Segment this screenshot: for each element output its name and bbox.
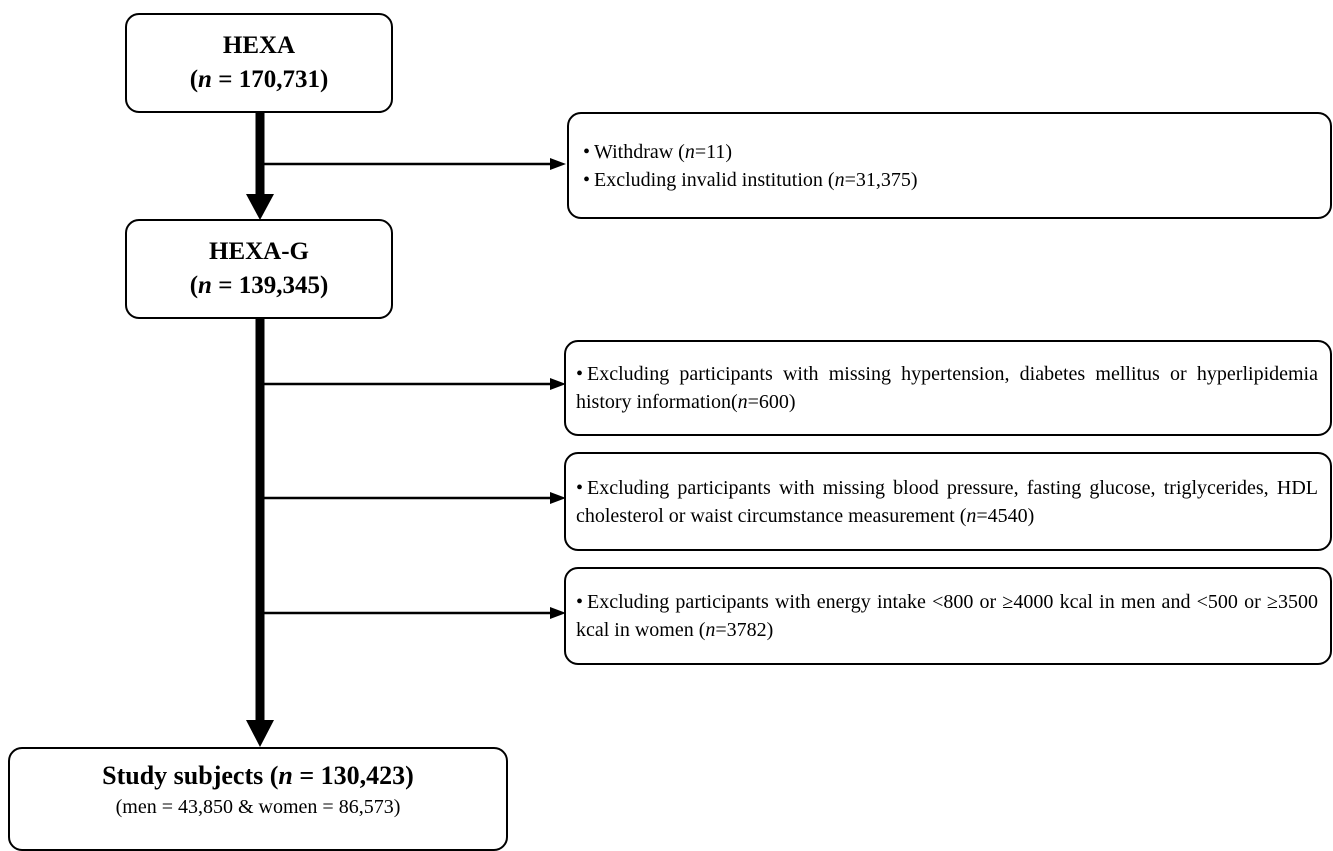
side-arrowhead-2: [550, 378, 566, 390]
exclusion-history-text: • Excluding participants with missing hyp…: [576, 360, 1318, 416]
trunk-arrowhead-1: [246, 194, 274, 220]
hexa-g-count-n: n: [198, 272, 212, 299]
exclusion-history-body: Excluding participants with missing hype…: [576, 363, 1318, 413]
hexa-count-value: = 170,731): [211, 66, 329, 93]
side-arrowhead-1: [550, 158, 566, 170]
exclusion-history-value: =600): [747, 391, 796, 413]
hexa-g-box: HEXA-G (n = 139,345): [125, 219, 393, 319]
exclusion-institution-line: • Excluding invalid institution (n=31,375…: [583, 166, 1318, 194]
exclusion-measurement-text: • Excluding participants with missing blo…: [576, 474, 1318, 530]
exclusion-box-measurement: • Excluding participants with missing blo…: [564, 452, 1332, 551]
bullet: •: [576, 476, 584, 499]
hexa-g-count-prefix: (: [189, 272, 199, 299]
bullet: •: [583, 168, 591, 191]
exclusion-box-energy: • Excluding participants with energy inta…: [564, 567, 1332, 665]
hexa-box: HEXA (n = 170,731): [125, 13, 393, 113]
hexa-g-count-value: = 139,345): [211, 272, 329, 299]
exclusion-withdraw-value: =11): [694, 140, 733, 163]
hexa-g-count: (n = 139,345): [190, 269, 329, 303]
study-subjects-title-suffix: = 130,423): [292, 761, 414, 790]
exclusion-history-n: n: [737, 391, 748, 413]
exclusion-energy-value: =3782): [715, 619, 774, 641]
exclusion-energy-text: • Excluding participants with energy inta…: [576, 588, 1318, 644]
study-subjects-title-prefix: Study subjects (: [102, 761, 279, 790]
exclusion-withdraw-n: n: [684, 140, 695, 163]
exclusion-measurement-n: n: [966, 504, 977, 527]
exclusion-measurement-value: =4540): [976, 504, 1035, 527]
hexa-count: (n = 170,731): [190, 63, 329, 97]
exclusion-institution-text: Excluding invalid institution (: [594, 168, 835, 191]
study-subjects-title: Study subjects (n = 130,423): [102, 759, 414, 793]
exclusion-institution-n: n: [834, 168, 845, 191]
hexa-count-prefix: (: [189, 66, 199, 93]
side-arrowhead-3: [550, 492, 566, 504]
study-subjects-n: n: [278, 761, 293, 790]
bullet: •: [576, 363, 584, 385]
hexa-count-n: n: [198, 66, 212, 93]
bullet: •: [576, 591, 584, 613]
exclusion-measurement-body: Excluding participants with missing bloo…: [576, 476, 1318, 527]
study-subjects-breakdown: (men = 43,850 & women = 86,573): [115, 796, 401, 818]
hexa-title: HEXA: [222, 32, 296, 59]
bullet: •: [583, 140, 591, 163]
exclusion-energy-body: Excluding participants with energy intak…: [576, 591, 1318, 641]
study-subjects-box: Study subjects (n = 130,423) (men = 43,8…: [8, 747, 508, 851]
exclusion-box-history: • Excluding participants with missing hyp…: [564, 340, 1332, 436]
exclusion-institution-value: =31,375): [844, 168, 918, 191]
trunk-arrowhead-2: [246, 720, 274, 747]
exclusion-box-withdraw: • Withdraw (n=11) • Excluding invalid inst…: [567, 112, 1332, 219]
hexa-g-title: HEXA-G: [209, 238, 309, 265]
exclusion-withdraw-text: Withdraw (: [594, 140, 685, 163]
side-arrowhead-4: [550, 607, 566, 619]
exclusion-withdraw-line: • Withdraw (n=11): [583, 138, 1318, 166]
exclusion-energy-n: n: [705, 619, 716, 641]
